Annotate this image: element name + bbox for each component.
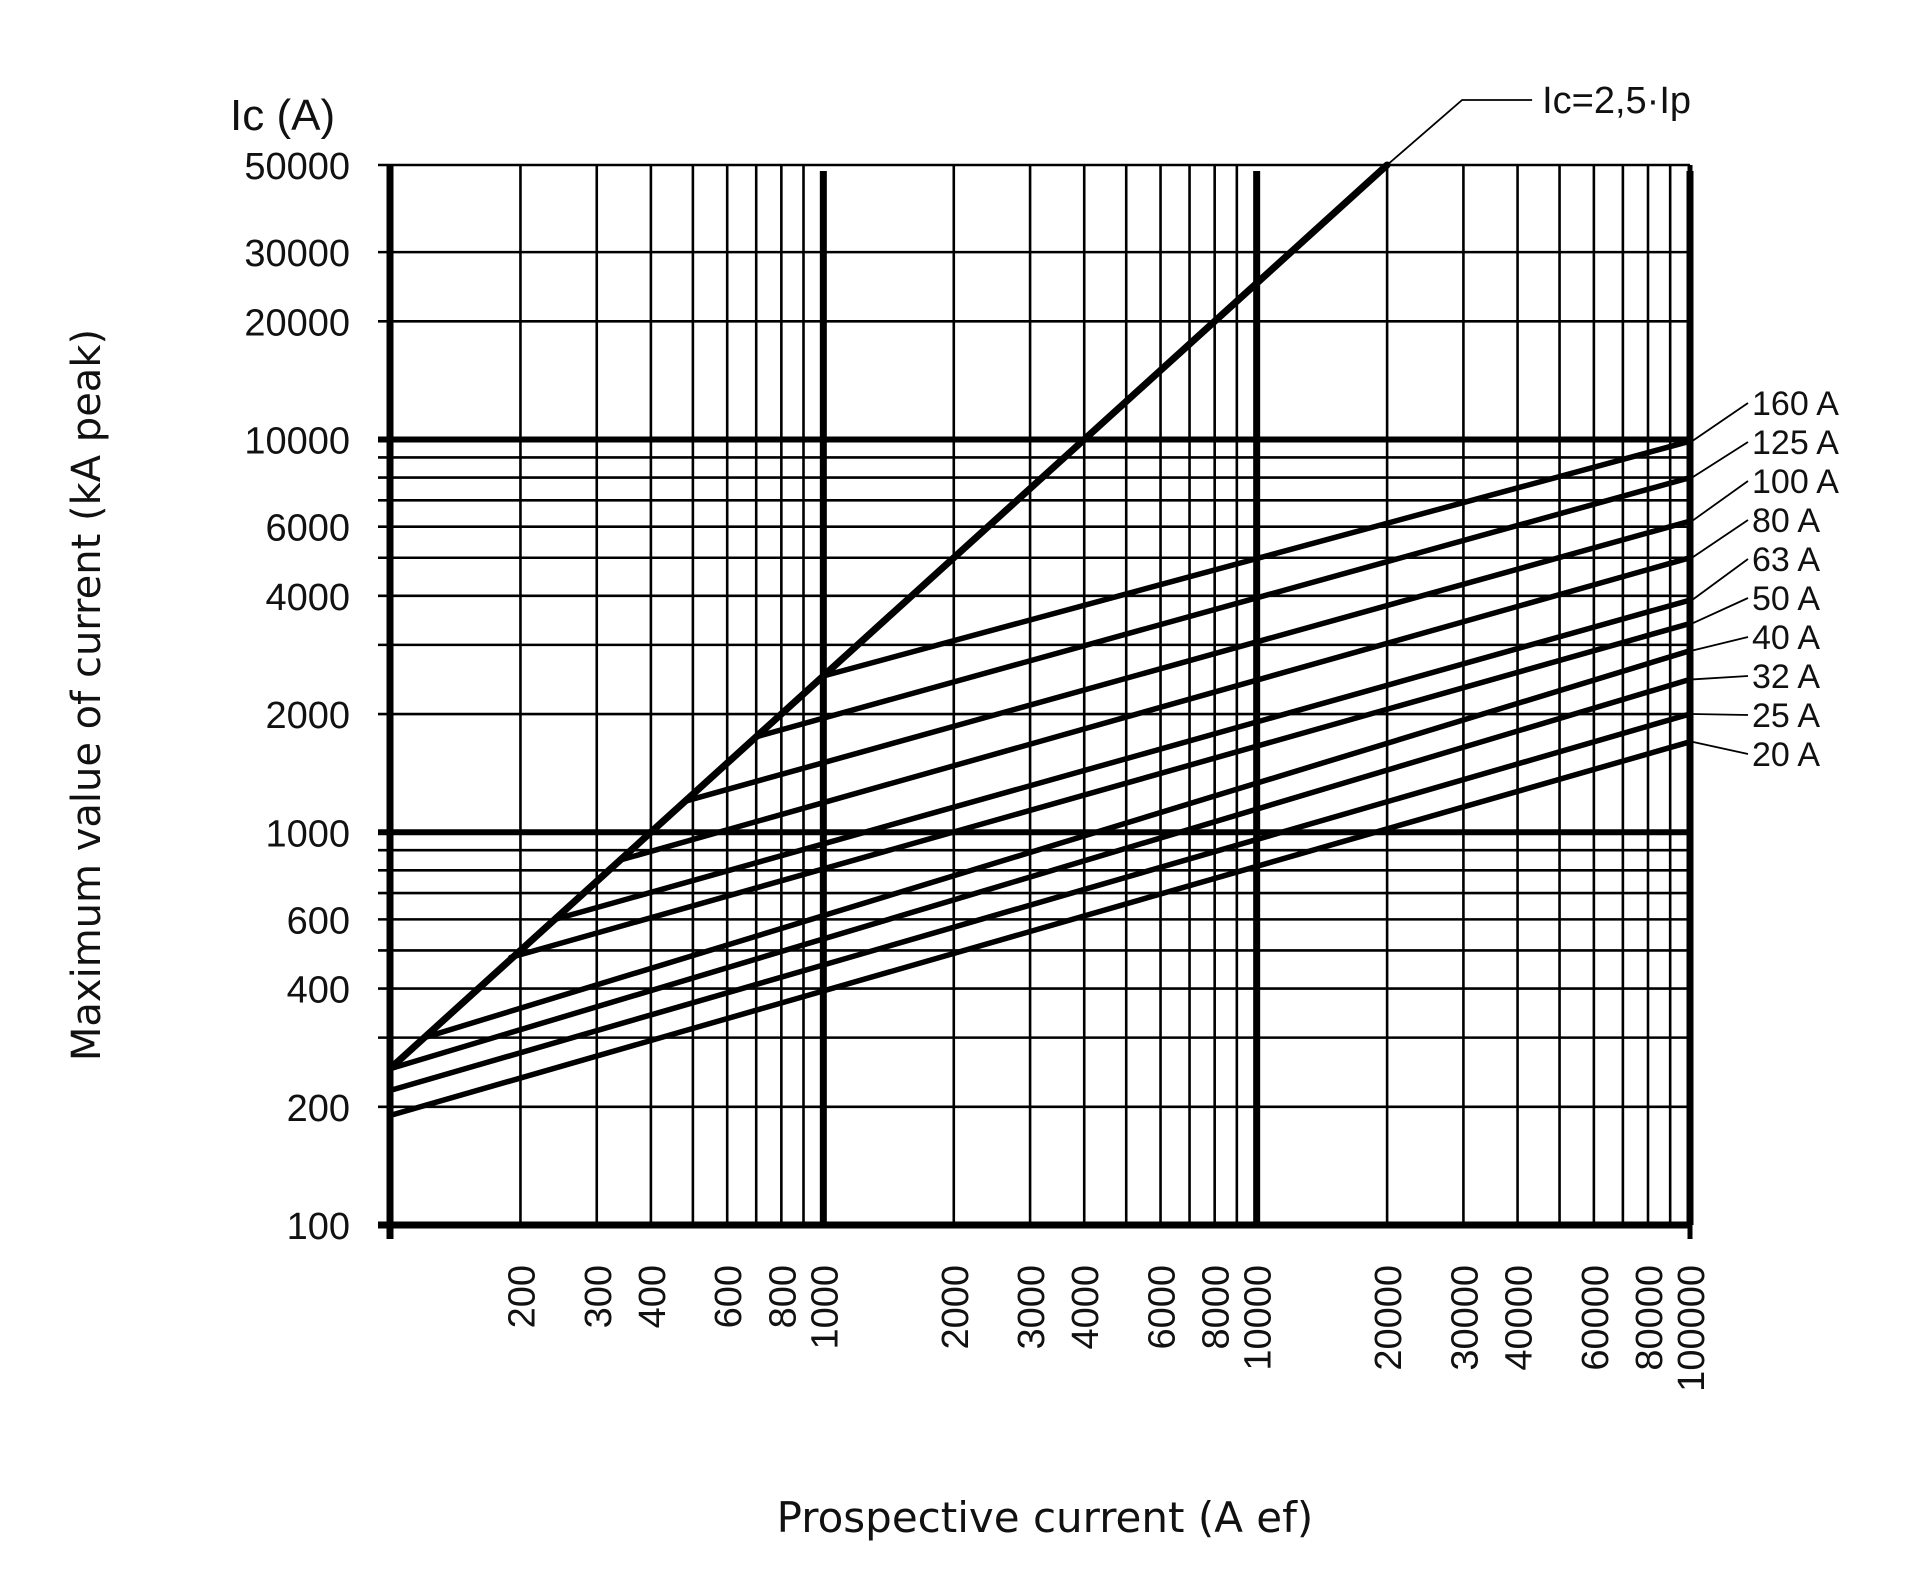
- series-label-leader-50-a: [1691, 597, 1749, 625]
- series-line-100-a: [682, 518, 1693, 804]
- y-tick-label-1000: 1000: [265, 813, 350, 855]
- y-axis-title: Maximum value of current (kA peak): [64, 329, 110, 1061]
- series-line-25-a: [387, 711, 1693, 1094]
- series-line-63-a: [552, 597, 1693, 923]
- series-label-leader-25-a: [1691, 713, 1749, 716]
- y-tick-label-4000: 4000: [265, 577, 350, 619]
- labels: Ic (A) Maximum value of current (kA peak…: [64, 80, 1839, 1542]
- x-tick-label-3000: 3000: [1011, 1265, 1053, 1350]
- series-label-125-a: 125 A: [1752, 424, 1839, 462]
- x-tick-label-100000: 100000: [1671, 1265, 1713, 1392]
- series-label-leader-63-a: [1691, 558, 1749, 601]
- y-tick-label-50000: 50000: [244, 146, 350, 188]
- series-label-leader-80-a: [1691, 519, 1749, 559]
- series-label-main: Ic=2,5·Ip: [1542, 80, 1691, 122]
- y-tick-label-2000: 2000: [265, 695, 350, 737]
- y-tick-label-600: 600: [287, 900, 350, 942]
- x-tick-label-20000: 20000: [1368, 1265, 1410, 1371]
- x-tick-label-600: 600: [708, 1265, 750, 1328]
- series-label-63-a: 63 A: [1752, 541, 1820, 579]
- series-label-32-a: 32 A: [1752, 658, 1820, 696]
- series-label-50-a: 50 A: [1752, 580, 1820, 618]
- x-tick-label-1000: 1000: [804, 1265, 846, 1350]
- grid: [378, 163, 1694, 1227]
- series-line-50-a: [508, 620, 1693, 961]
- x-tick-label-60000: 60000: [1575, 1265, 1617, 1371]
- series-label-leader-32-a: [1691, 675, 1749, 681]
- series-label-100-a: 100 A: [1752, 463, 1839, 501]
- series-label-80-a: 80 A: [1752, 502, 1820, 540]
- x-tick-label-800: 800: [762, 1265, 804, 1328]
- y-tick-label-400: 400: [287, 970, 350, 1012]
- y-unit-label: Ic (A): [230, 91, 335, 140]
- y-tick-label-200: 200: [287, 1088, 350, 1130]
- series-label-leader-160-a: [1691, 402, 1749, 442]
- series-line-40-a: [421, 647, 1693, 1041]
- series-label-160-a: 160 A: [1752, 385, 1839, 423]
- series-label-40-a: 40 A: [1752, 619, 1820, 657]
- x-tick-label-30000: 30000: [1444, 1265, 1486, 1371]
- series-label-leader-20-a: [1691, 740, 1749, 755]
- series-line-20-a: [387, 739, 1693, 1119]
- axes: 100 200 400 600 1000 2000 4000 6000 10000 20000 30…: [244, 146, 1713, 1392]
- y-tick-label-10000: 10000: [244, 421, 350, 463]
- series-label-leader-100-a: [1691, 480, 1749, 522]
- x-tick-label-4000: 4000: [1065, 1265, 1107, 1350]
- series-layer: [386, 161, 1693, 1119]
- x-tick-label-40000: 40000: [1499, 1265, 1541, 1371]
- series-label-leader-main: [1386, 99, 1533, 166]
- series-line-80-a: [617, 554, 1693, 863]
- series-label-20-a: 20 A: [1752, 736, 1820, 774]
- y-tick-label-20000: 20000: [244, 302, 350, 344]
- x-tick-label-2000: 2000: [935, 1265, 977, 1350]
- series-line-32-a: [387, 676, 1693, 1072]
- x-tick-label-6000: 6000: [1142, 1265, 1184, 1350]
- y-tick-label-100: 100: [287, 1206, 350, 1248]
- x-tick-label-400: 400: [632, 1265, 674, 1328]
- x-tick-label-300: 300: [578, 1265, 620, 1328]
- y-tick-label-6000: 6000: [265, 508, 350, 550]
- series-label-leader-125-a: [1691, 441, 1749, 479]
- series-label-25-a: 25 A: [1752, 697, 1820, 735]
- y-tick-label-30000: 30000: [244, 233, 350, 275]
- x-tick-label-200: 200: [501, 1265, 543, 1328]
- series-line-160-a: [820, 438, 1693, 679]
- x-tick-label-80000: 80000: [1629, 1265, 1671, 1371]
- series-label-leader-40-a: [1691, 636, 1749, 652]
- series-line-125-a: [753, 474, 1693, 740]
- x-tick-label-10000: 10000: [1238, 1265, 1280, 1371]
- x-axis-title: Prospective current (A ef): [777, 1493, 1314, 1542]
- x-tick-label-8000: 8000: [1196, 1265, 1238, 1350]
